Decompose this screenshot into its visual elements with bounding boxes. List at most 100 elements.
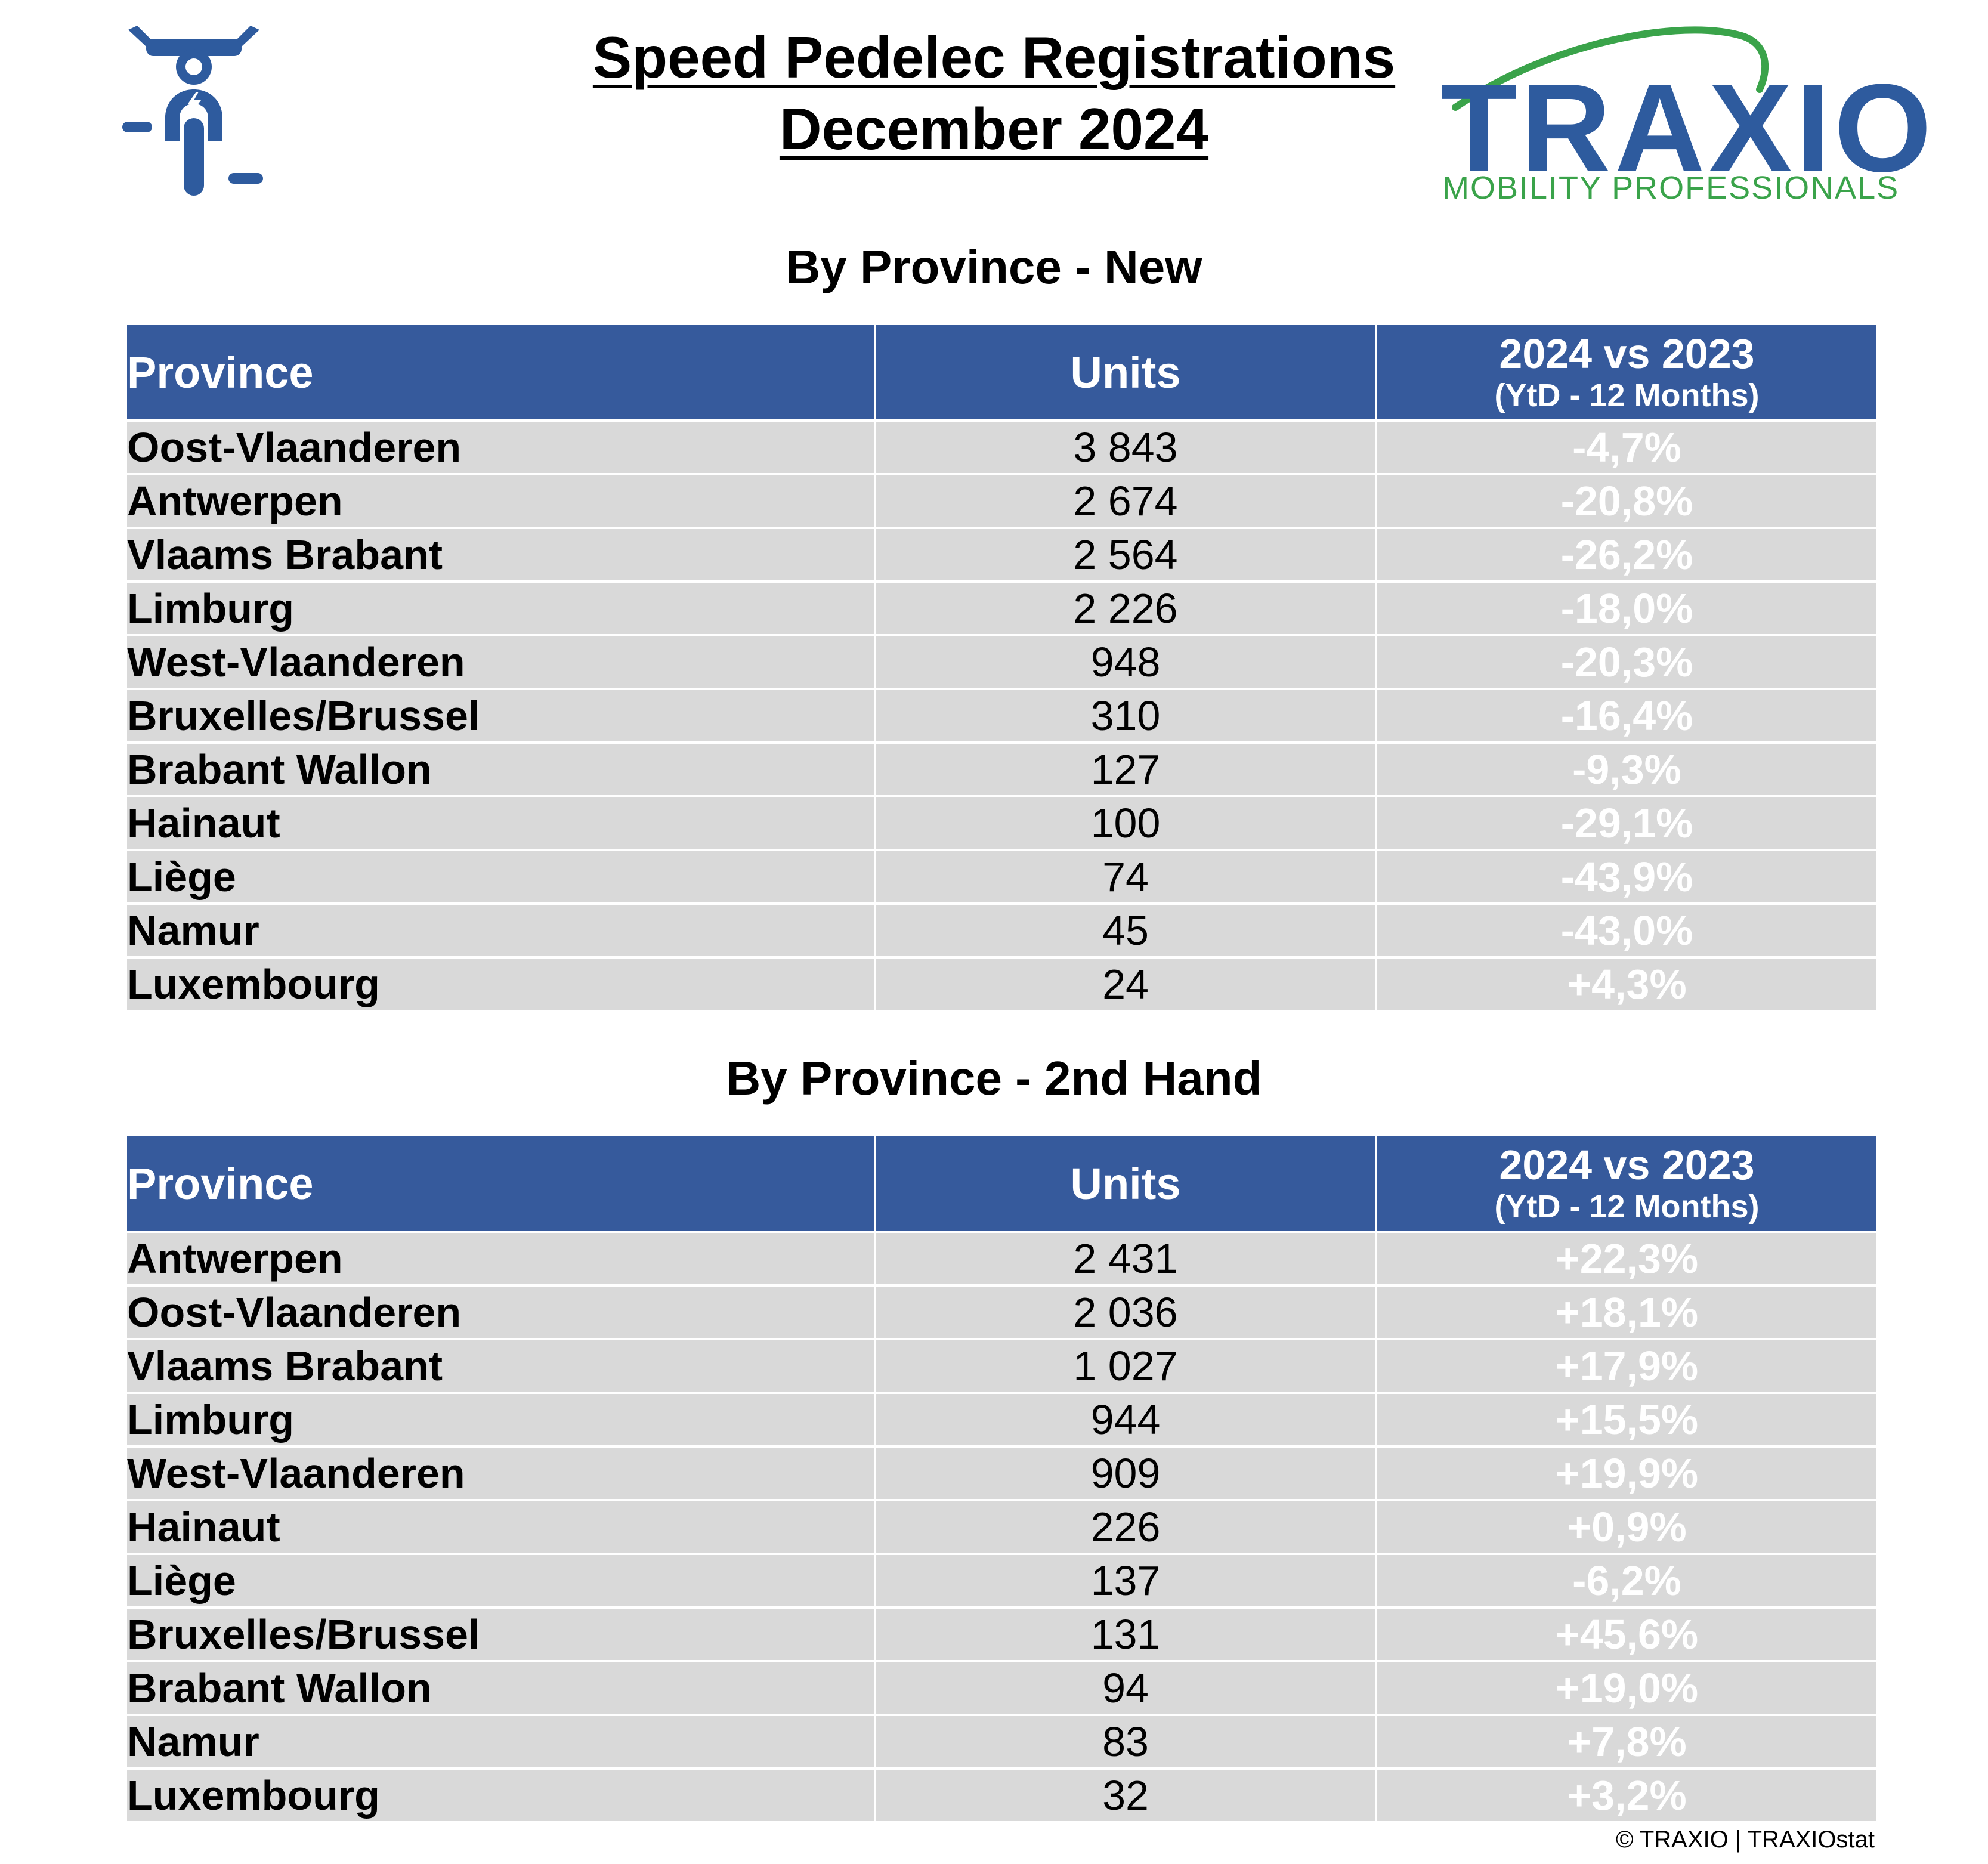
- change-cell: -18,0%: [1375, 580, 1879, 636]
- province-cell: Vlaams Brabant: [125, 1338, 876, 1394]
- units-cell: 2 564: [874, 527, 1377, 583]
- table-row: Oost-Vlaanderen 2 036 +18,1%: [125, 1284, 1879, 1340]
- province-cell: Brabant Wallon: [125, 1660, 876, 1716]
- logo-swoosh-icon: [1452, 26, 1769, 111]
- column-header-comparison: 2024 vs 2023 (YtD - 12 Months): [1375, 323, 1879, 422]
- change-cell: -29,1%: [1375, 795, 1879, 851]
- units-cell: 24: [874, 956, 1377, 1012]
- table-row: Liège 137 -6,2%: [125, 1553, 1879, 1609]
- table-row: Oost-Vlaanderen 3 843 -4,7%: [125, 419, 1879, 475]
- units-cell: 100: [874, 795, 1377, 851]
- column-header-units: Units: [874, 323, 1377, 422]
- change-cell: +4,3%: [1375, 956, 1879, 1012]
- change-cell: +0,9%: [1375, 1499, 1879, 1555]
- units-cell: 45: [874, 902, 1377, 959]
- comparison-header-line1: 2024 vs 2023: [1499, 330, 1755, 377]
- units-cell: 137: [874, 1553, 1377, 1609]
- province-cell: Luxembourg: [125, 956, 876, 1012]
- province-table-2nd-hand: Province Units 2024 vs 2023 (YtD - 12 Mo…: [125, 1134, 1879, 1823]
- column-header-units: Units: [874, 1134, 1377, 1233]
- units-cell: 2 226: [874, 580, 1377, 636]
- units-cell: 310: [874, 688, 1377, 744]
- change-cell: +19,9%: [1375, 1445, 1879, 1501]
- units-cell: 32: [874, 1767, 1377, 1823]
- units-cell: 74: [874, 849, 1377, 905]
- units-cell: 3 843: [874, 419, 1377, 475]
- province-cell: Oost-Vlaanderen: [125, 419, 876, 475]
- table-row: Limburg 944 +15,5%: [125, 1392, 1879, 1448]
- province-cell: Antwerpen: [125, 1231, 876, 1287]
- table-row: Antwerpen 2 431 +22,3%: [125, 1231, 1879, 1287]
- comparison-header-line2: (YtD - 12 Months): [1494, 378, 1760, 413]
- province-cell: Vlaams Brabant: [125, 527, 876, 583]
- table-header-row: Province Units 2024 vs 2023 (YtD - 12 Mo…: [125, 1134, 1879, 1233]
- change-cell: -9,3%: [1375, 741, 1879, 797]
- section-title-2nd-hand: By Province - 2nd Hand: [726, 1052, 1262, 1105]
- change-cell: +18,1%: [1375, 1284, 1879, 1340]
- province-cell: Limburg: [125, 1392, 876, 1448]
- table-row: Namur 83 +7,8%: [125, 1714, 1879, 1770]
- change-cell: +3,2%: [1375, 1767, 1879, 1823]
- change-cell: -20,3%: [1375, 634, 1879, 690]
- change-cell: -43,9%: [1375, 849, 1879, 905]
- province-cell: West-Vlaanderen: [125, 1445, 876, 1501]
- change-cell: +22,3%: [1375, 1231, 1879, 1287]
- province-cell: Limburg: [125, 580, 876, 636]
- province-cell: Namur: [125, 1714, 876, 1770]
- change-cell: -4,7%: [1375, 419, 1879, 475]
- column-header-province: Province: [125, 1134, 876, 1233]
- table-row: Luxembourg 24 +4,3%: [125, 956, 1879, 1012]
- province-cell: Hainaut: [125, 795, 876, 851]
- change-cell: +15,5%: [1375, 1392, 1879, 1448]
- change-cell: +17,9%: [1375, 1338, 1879, 1394]
- page-title-line2: December 2024: [779, 96, 1209, 162]
- section-title-new: By Province - New: [786, 240, 1202, 293]
- units-cell: 2 674: [874, 473, 1377, 529]
- table-row: Liège 74 -43,9%: [125, 849, 1879, 905]
- speed-pedelec-rider-icon: [122, 26, 263, 196]
- units-cell: 2 036: [874, 1284, 1377, 1340]
- province-cell: Luxembourg: [125, 1767, 876, 1823]
- change-cell: -16,4%: [1375, 688, 1879, 744]
- table-row: Brabant Wallon 127 -9,3%: [125, 741, 1879, 797]
- column-header-province: Province: [125, 323, 876, 422]
- copyright-credit: © TRAXIO | TRAXIOstat: [1615, 1826, 1875, 1853]
- units-cell: 131: [874, 1606, 1377, 1662]
- change-cell: -26,2%: [1375, 527, 1879, 583]
- change-cell: +7,8%: [1375, 1714, 1879, 1770]
- province-cell: West-Vlaanderen: [125, 634, 876, 690]
- table-row: Namur 45 -43,0%: [125, 902, 1879, 959]
- page-title-line1: Speed Pedelec Registrations: [592, 24, 1396, 90]
- table-row: Hainaut 100 -29,1%: [125, 795, 1879, 851]
- units-cell: 1 027: [874, 1338, 1377, 1394]
- units-cell: 2 431: [874, 1231, 1377, 1287]
- change-cell: -20,8%: [1375, 473, 1879, 529]
- logo-wordmark: TRAXIO: [1440, 58, 1936, 198]
- table-row: Brabant Wallon 94 +19,0%: [125, 1660, 1879, 1716]
- change-cell: +45,6%: [1375, 1606, 1879, 1662]
- province-cell: Brabant Wallon: [125, 741, 876, 797]
- table-row: West-Vlaanderen 909 +19,9%: [125, 1445, 1879, 1501]
- table-row: Bruxelles/Brussel 310 -16,4%: [125, 688, 1879, 744]
- province-cell: Hainaut: [125, 1499, 876, 1555]
- units-cell: 127: [874, 741, 1377, 797]
- province-cell: Namur: [125, 902, 876, 959]
- province-cell: Oost-Vlaanderen: [125, 1284, 876, 1340]
- comparison-header-line2: (YtD - 12 Months): [1494, 1189, 1760, 1225]
- province-cell: Bruxelles/Brussel: [125, 688, 876, 744]
- province-cell: Antwerpen: [125, 473, 876, 529]
- table-row: West-Vlaanderen 948 -20,3%: [125, 634, 1879, 690]
- units-cell: 909: [874, 1445, 1377, 1501]
- units-cell: 83: [874, 1714, 1377, 1770]
- units-cell: 226: [874, 1499, 1377, 1555]
- table-header-row: Province Units 2024 vs 2023 (YtD - 12 Mo…: [125, 323, 1879, 422]
- units-cell: 944: [874, 1392, 1377, 1448]
- table-row: Hainaut 226 +0,9%: [125, 1499, 1879, 1555]
- change-cell: -43,0%: [1375, 902, 1879, 959]
- table-row: Vlaams Brabant 1 027 +17,9%: [125, 1338, 1879, 1394]
- province-table-new: Province Units 2024 vs 2023 (YtD - 12 Mo…: [125, 323, 1879, 1012]
- units-cell: 948: [874, 634, 1377, 690]
- change-cell: -6,2%: [1375, 1553, 1879, 1609]
- table-row: Bruxelles/Brussel 131 +45,6%: [125, 1606, 1879, 1662]
- comparison-header-line1: 2024 vs 2023: [1499, 1142, 1755, 1188]
